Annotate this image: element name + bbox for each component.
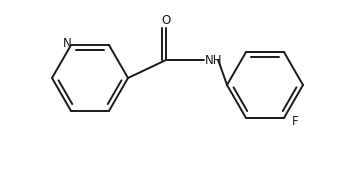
Text: O: O	[162, 13, 171, 27]
Text: N: N	[62, 37, 71, 50]
Text: F: F	[292, 115, 299, 128]
Text: NH: NH	[205, 54, 223, 66]
